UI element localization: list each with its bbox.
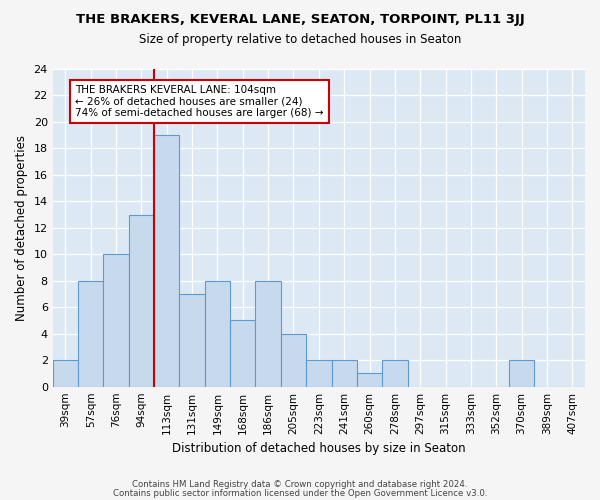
Bar [382, 360, 407, 386]
Y-axis label: Number of detached properties: Number of detached properties [15, 135, 28, 321]
Bar [306, 360, 332, 386]
Text: THE BRAKERS, KEVERAL LANE, SEATON, TORPOINT, PL11 3JJ: THE BRAKERS, KEVERAL LANE, SEATON, TORPO… [76, 12, 524, 26]
Bar [256, 281, 281, 386]
Bar [179, 294, 205, 386]
X-axis label: Distribution of detached houses by size in Seaton: Distribution of detached houses by size … [172, 442, 466, 455]
Bar [332, 360, 357, 386]
Text: THE BRAKERS KEVERAL LANE: 104sqm
← 26% of detached houses are smaller (24)
74% o: THE BRAKERS KEVERAL LANE: 104sqm ← 26% o… [75, 85, 323, 118]
Bar [154, 135, 179, 386]
Text: Contains HM Land Registry data © Crown copyright and database right 2024.: Contains HM Land Registry data © Crown c… [132, 480, 468, 489]
Bar [281, 334, 306, 386]
Bar [53, 360, 78, 386]
Bar [509, 360, 535, 386]
Bar [129, 214, 154, 386]
Text: Contains public sector information licensed under the Open Government Licence v3: Contains public sector information licen… [113, 489, 487, 498]
Bar [230, 320, 256, 386]
Bar [103, 254, 129, 386]
Text: Size of property relative to detached houses in Seaton: Size of property relative to detached ho… [139, 32, 461, 46]
Bar [205, 281, 230, 386]
Bar [78, 281, 103, 386]
Bar [357, 374, 382, 386]
